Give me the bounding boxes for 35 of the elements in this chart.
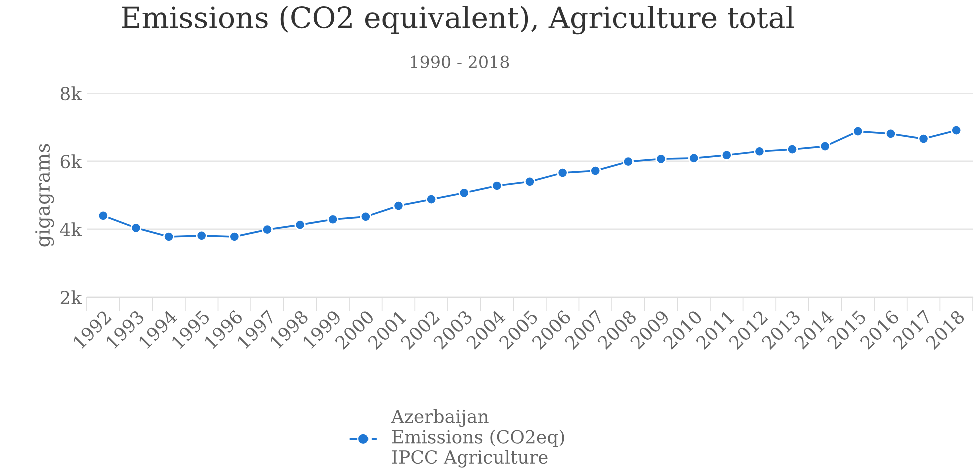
point — [426, 194, 438, 206]
point — [163, 231, 175, 243]
y-tick-label: 4k — [60, 222, 82, 236]
point — [524, 176, 536, 188]
point — [360, 211, 372, 222]
point — [196, 230, 208, 242]
legend-label: Azerbaijan Emissions (CO2eq) IPCC Agriculture — [391, 409, 564, 468]
chart-subtitle: 1990 - 2018 — [411, 56, 510, 68]
point — [492, 180, 503, 192]
point — [688, 152, 700, 164]
point — [852, 126, 864, 138]
point — [885, 128, 897, 140]
point — [229, 231, 240, 243]
point — [328, 214, 339, 226]
point — [721, 150, 732, 161]
point — [262, 224, 274, 236]
point — [656, 154, 667, 165]
point — [98, 210, 109, 222]
point — [820, 140, 831, 152]
point — [951, 125, 962, 136]
point — [393, 200, 404, 212]
point — [557, 168, 568, 179]
y-axis-title: gigagrams — [36, 144, 54, 247]
point — [754, 146, 766, 158]
point — [130, 222, 142, 234]
point — [786, 144, 798, 156]
point — [458, 188, 470, 199]
y-tick-label: 2k — [60, 290, 82, 304]
point — [622, 156, 634, 168]
point — [918, 134, 930, 145]
point — [294, 220, 306, 231]
point — [590, 165, 602, 177]
y-tick-label: 8k — [60, 86, 82, 101]
chart-title: Emissions (CO2 equivalent), Agriculture total — [122, 6, 794, 35]
y-tick-label: 6k — [60, 154, 82, 169]
